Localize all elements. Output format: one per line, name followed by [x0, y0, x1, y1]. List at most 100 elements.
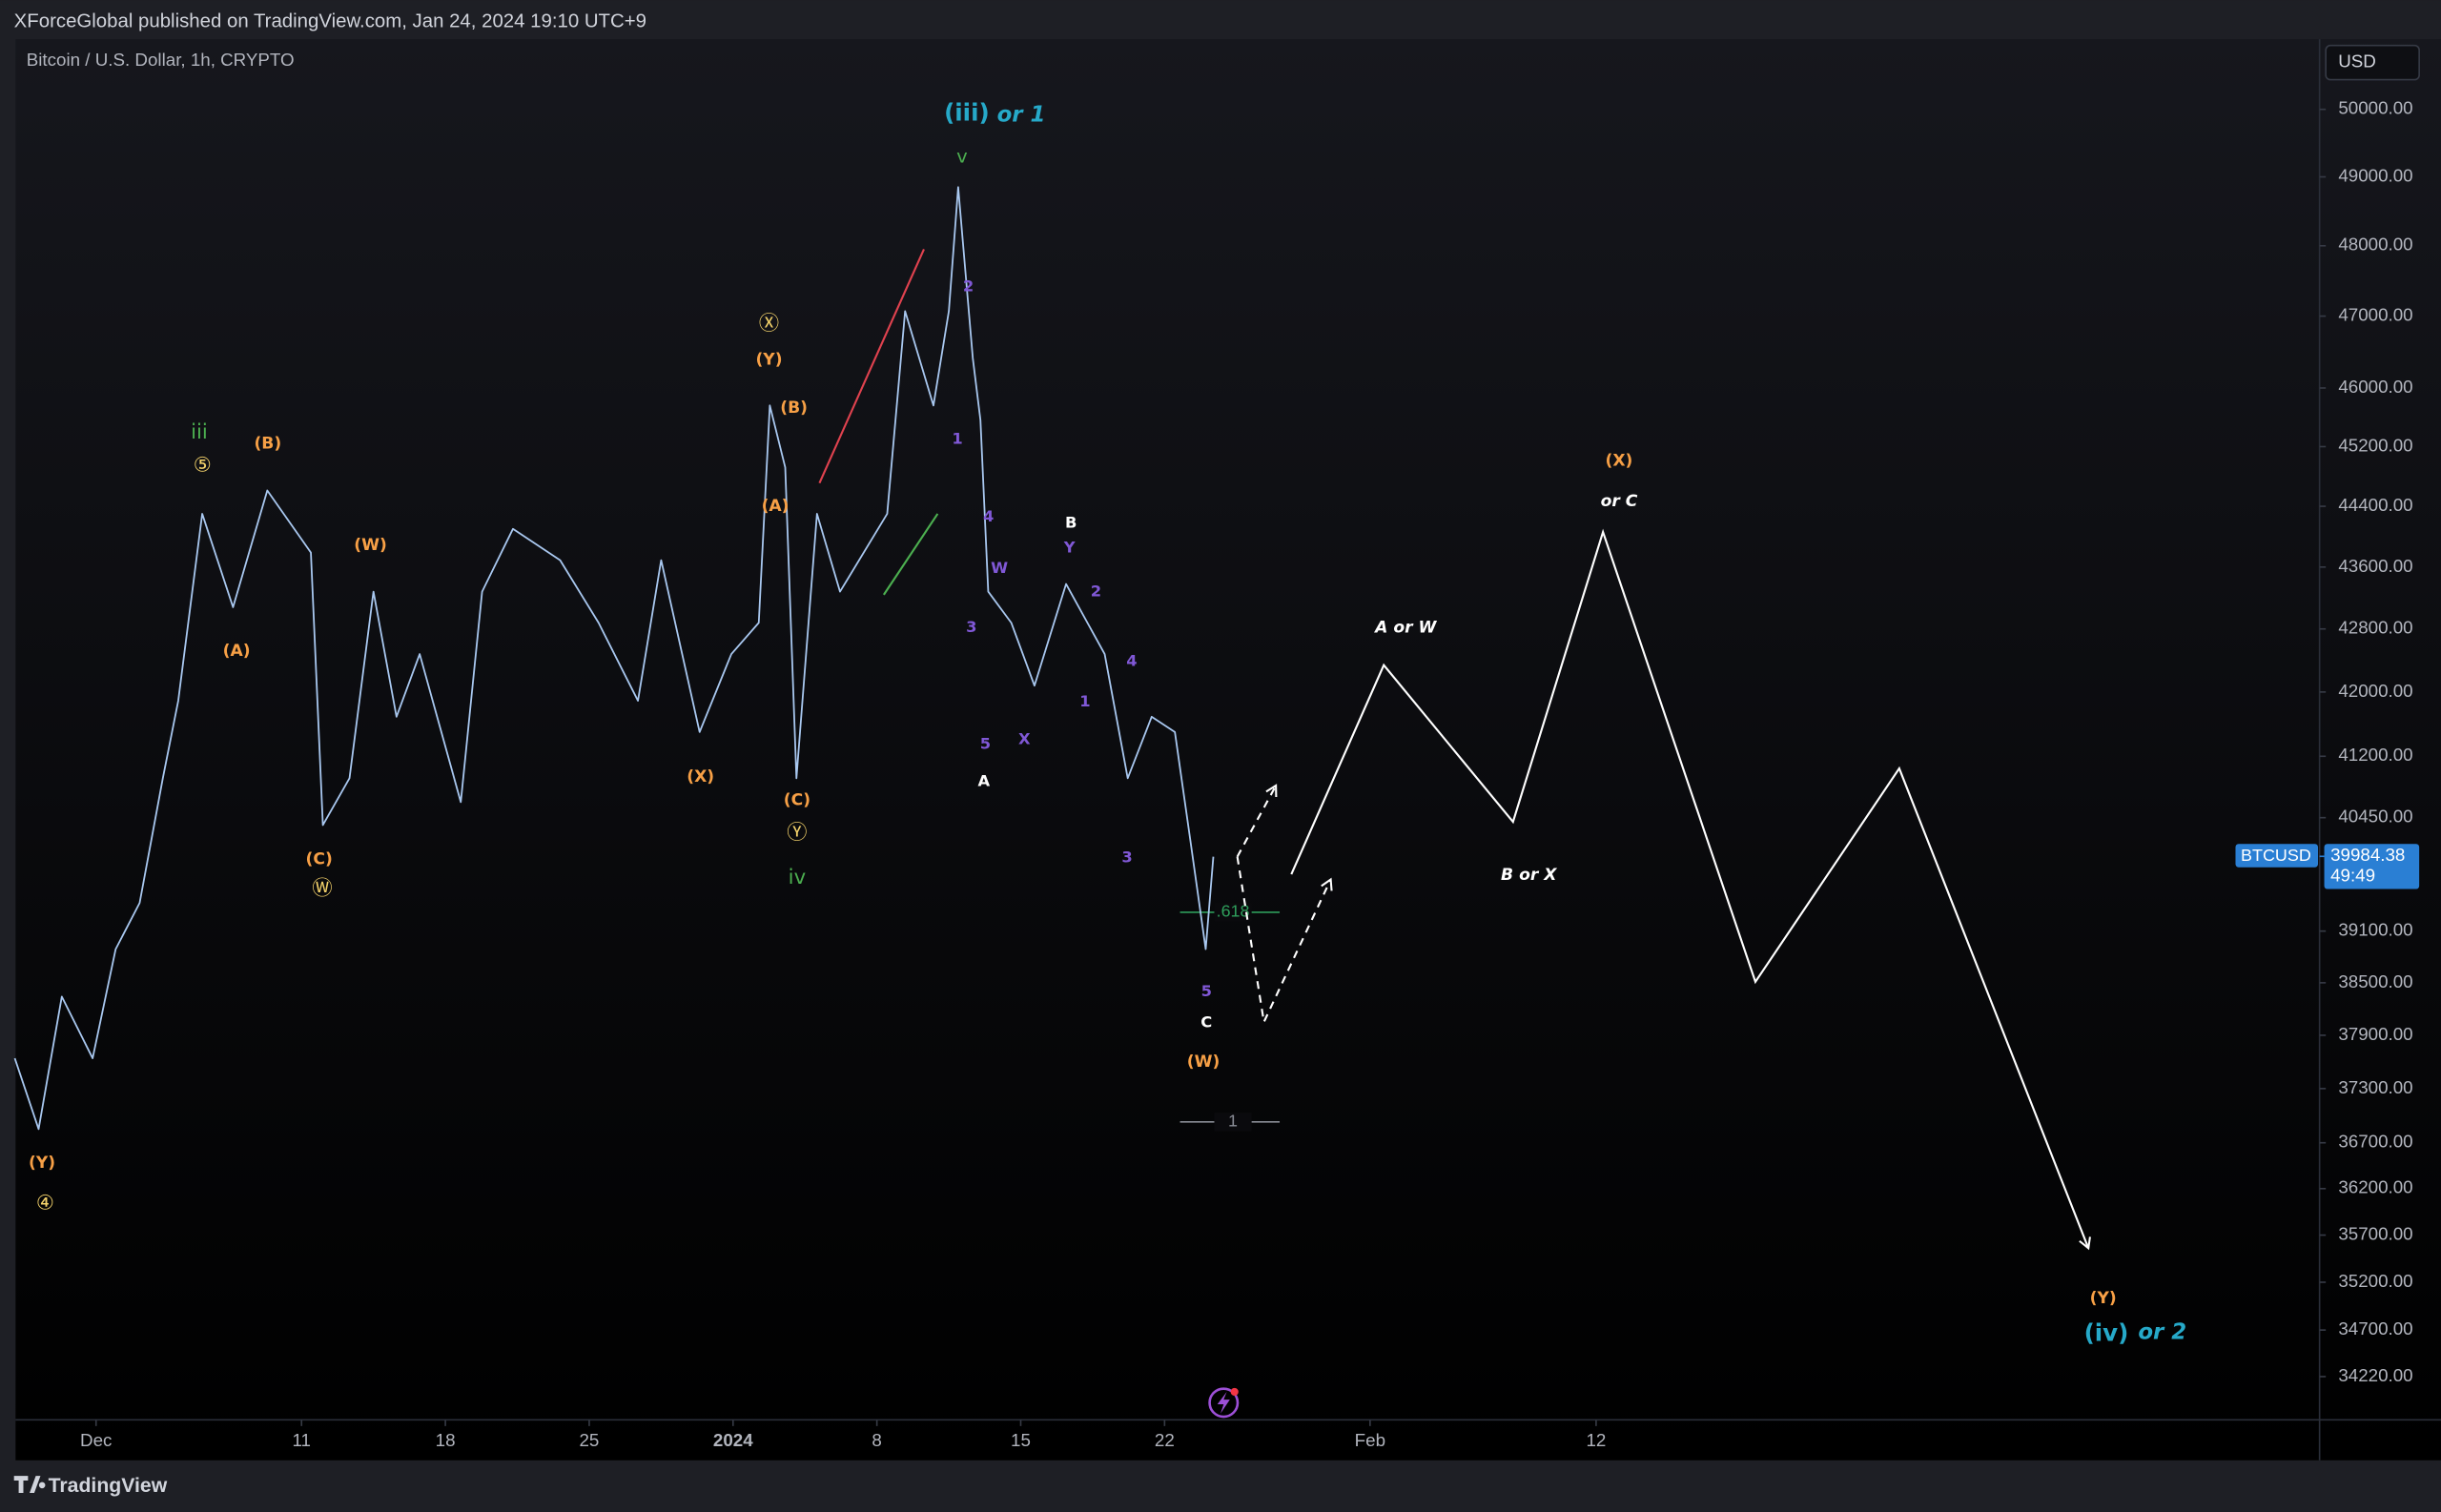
projection-line	[818, 248, 925, 484]
wave-label: (W)	[1187, 1052, 1220, 1072]
wave-label: 5	[1201, 982, 1212, 1000]
y-tick-label: 45200.00	[2338, 435, 2412, 455]
x-tick-label: Feb	[1355, 1430, 1385, 1450]
y-tick-label: 34700.00	[2338, 1318, 2412, 1338]
projection-line	[1236, 856, 1333, 1026]
logo-shape	[13, 1476, 46, 1494]
y-tick-label: 35200.00	[2338, 1271, 2412, 1291]
y-tick-label: 48000.00	[2338, 235, 2412, 255]
series-label: BTCUSD	[2241, 846, 2311, 865]
wave-label: A	[978, 771, 991, 789]
y-tick-label: 37300.00	[2338, 1077, 2412, 1097]
wave-label: Ⓧ	[759, 312, 779, 336]
wave-label: (Y)	[755, 350, 782, 369]
icon-dot[interactable]	[1230, 1387, 1239, 1397]
x-tick-label: 18	[436, 1430, 456, 1450]
projection-line	[882, 513, 939, 596]
alert-icon[interactable]	[1208, 1387, 1240, 1419]
y-tick-label: 44400.00	[2338, 495, 2412, 515]
wave-label: (X)	[687, 767, 714, 787]
wave-label: W	[991, 559, 1008, 577]
icon-ring[interactable]	[1208, 1387, 1240, 1419]
y-tick-label: 39100.00	[2338, 920, 2412, 940]
y-tick-label: 41200.00	[2338, 745, 2412, 765]
wave-label: Y	[1063, 539, 1076, 557]
wave-label: 3	[966, 618, 976, 636]
last-price-bg	[2324, 844, 2420, 889]
y-tick-label: 34220.00	[2338, 1365, 2412, 1385]
wave-label: 3	[1121, 848, 1132, 866]
wave-label: 1	[952, 429, 962, 447]
wave-label: v	[956, 146, 968, 168]
level-label-bg	[1214, 1113, 1252, 1132]
y-tick-label: 35700.00	[2338, 1223, 2412, 1243]
wave-label: (iv)	[2084, 1319, 2129, 1347]
wave-label: (C)	[306, 850, 333, 869]
wave-label: (Y)	[29, 1154, 55, 1173]
wave-label: 2	[1091, 582, 1101, 600]
brand: TradingView	[49, 1475, 168, 1497]
chart-title: Bitcoin / U.S. Dollar, 1h, CRYPTO	[27, 50, 295, 70]
wave-label: (B)	[254, 435, 281, 454]
wave-label: 4	[1126, 652, 1137, 670]
y-tick-label: 36200.00	[2338, 1177, 2412, 1197]
wave-label: 2	[963, 276, 974, 295]
currency[interactable]: USD	[2338, 51, 2376, 72]
wave-label: iv	[789, 866, 806, 889]
x-tick-label: 8	[872, 1430, 881, 1450]
wave-label: B or X	[1501, 866, 1557, 885]
y-tick-label: 37900.00	[2338, 1024, 2412, 1044]
plot-background	[15, 39, 2441, 1461]
y-tick-label: 40450.00	[2338, 807, 2412, 827]
wave-label: (A)	[223, 642, 251, 661]
y-tick-label: 49000.00	[2338, 165, 2412, 185]
y-tick-label: 42000.00	[2338, 681, 2412, 701]
y-tick-label: 36700.00	[2338, 1132, 2412, 1152]
level-label-bg	[1214, 903, 1252, 922]
wave-label: Ⓨ	[787, 821, 807, 845]
x-tick-label: 25	[580, 1430, 600, 1450]
wave-label: iii	[191, 420, 208, 444]
wave-label: (C)	[784, 791, 810, 810]
wave-label: Ⓦ	[312, 877, 332, 901]
wave-label: (A)	[762, 497, 790, 516]
wave-label: 1	[1079, 692, 1090, 710]
wave-label: or 1	[997, 103, 1046, 128]
last-price: 39984.38	[2330, 845, 2405, 865]
y-tick-label: 50000.00	[2338, 98, 2412, 118]
level-label: 1	[1228, 1112, 1238, 1131]
wave-label: or C	[1601, 492, 1638, 511]
wave-label: X	[1018, 729, 1031, 747]
x-tick-label: 11	[292, 1430, 310, 1450]
currency-box[interactable]	[2325, 44, 2420, 81]
wave-label: (iii)	[944, 99, 990, 127]
icon-bolt[interactable]	[1217, 1391, 1230, 1414]
wave-label: (X)	[1606, 452, 1633, 471]
wave-label: (W)	[354, 536, 387, 555]
x-tick-label: 2024	[713, 1430, 753, 1450]
y-tick-label: 42800.00	[2338, 618, 2412, 638]
wave-label: ⑤	[194, 454, 212, 478]
x-tick-label: 22	[1155, 1430, 1175, 1450]
y-tick-label: 46000.00	[2338, 377, 2412, 397]
wave-label: A or W	[1373, 618, 1437, 637]
y-tick-label: 47000.00	[2338, 305, 2412, 325]
wave-label: C	[1200, 1013, 1212, 1032]
projection-line	[1290, 528, 2091, 1251]
publisher: XForceGlobal published on TradingView.co…	[14, 11, 646, 32]
series-label-bg	[2235, 844, 2319, 868]
wave-label: B	[1065, 513, 1077, 531]
price-line	[13, 186, 1215, 1131]
wave-label: (Y)	[2090, 1289, 2117, 1308]
y-tick-label: 38500.00	[2338, 971, 2412, 991]
wave-label: ④	[36, 1191, 54, 1215]
wave-label: 4	[983, 507, 994, 525]
brand-logo	[13, 1476, 46, 1494]
x-tick-label: 15	[1011, 1430, 1031, 1450]
countdown: 49:49	[2330, 865, 2375, 885]
y-tick-label: 43600.00	[2338, 556, 2412, 576]
x-tick-label: Dec	[80, 1430, 112, 1450]
wave-label: 5	[980, 734, 991, 752]
wave-label: or 2	[2138, 1319, 2186, 1344]
